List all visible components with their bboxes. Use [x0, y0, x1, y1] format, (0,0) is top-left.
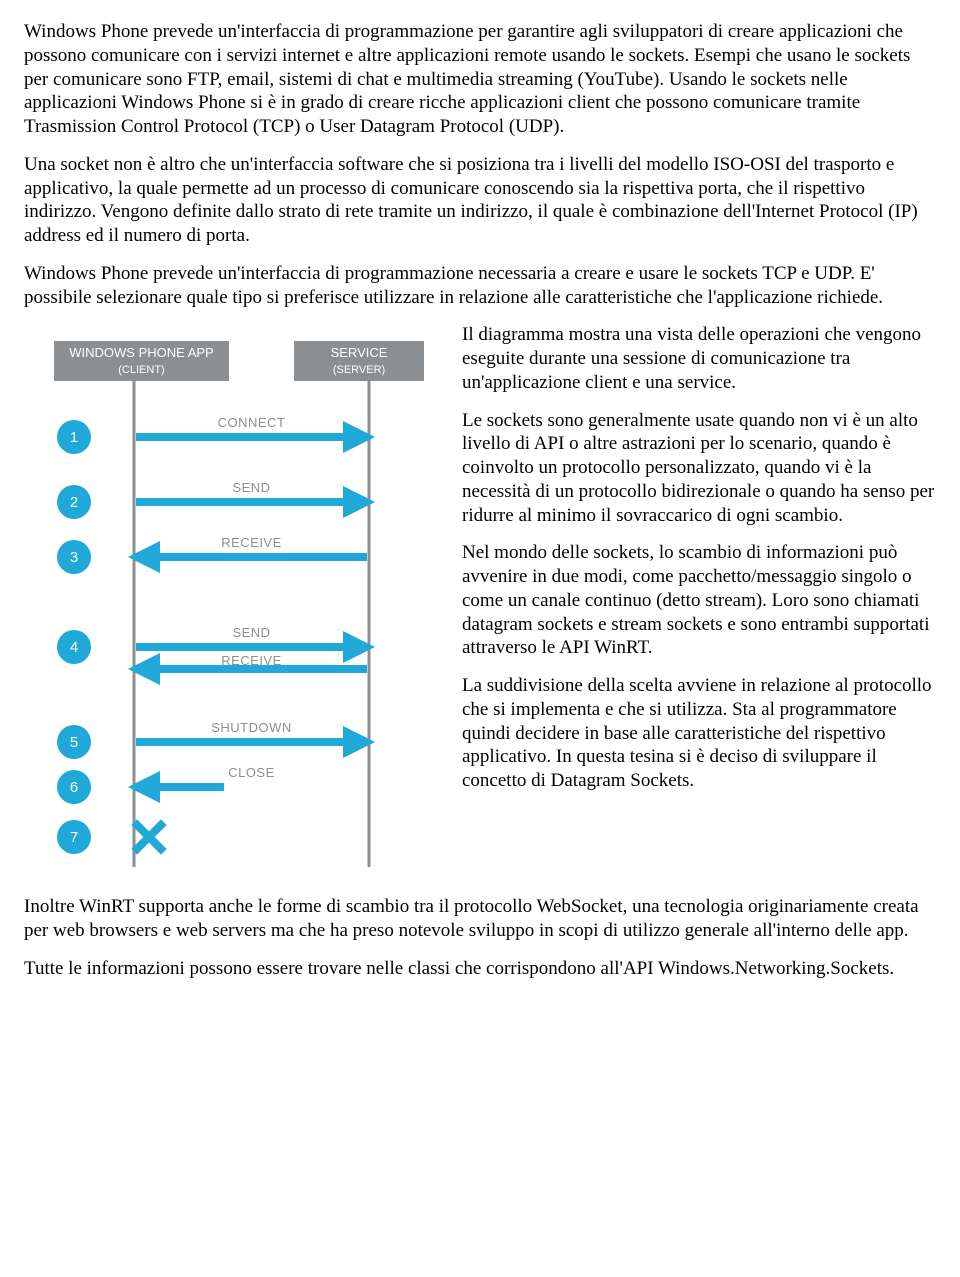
- svg-text:(CLIENT): (CLIENT): [118, 364, 164, 376]
- svg-text:WINDOWS PHONE APP: WINDOWS PHONE APP: [69, 345, 213, 360]
- paragraph-websocket: Inoltre WinRT supporta anche le forme di…: [24, 895, 936, 943]
- diagram-text-wrap: WINDOWS PHONE APP (CLIENT) SERVICE (SERVER)…: [24, 323, 936, 895]
- svg-text:2: 2: [70, 494, 78, 511]
- svg-text:CLOSE: CLOSE: [228, 765, 275, 780]
- socket-sequence-diagram: WINDOWS PHONE APP (CLIENT) SERVICE (SERVER)…: [24, 327, 444, 887]
- svg-text:1: 1: [70, 429, 78, 446]
- svg-text:(SERVER): (SERVER): [333, 364, 385, 376]
- paragraph-socket-def: Una socket non è altro che un'interfacci…: [24, 153, 936, 248]
- svg-text:SEND: SEND: [232, 625, 270, 640]
- paragraph-api-class: Tutte le informazioni possono essere tro…: [24, 957, 936, 981]
- paragraph-tcp-udp: Windows Phone prevede un'interfaccia di …: [24, 262, 936, 310]
- paragraph-intro: Windows Phone prevede un'interfaccia di …: [24, 20, 936, 139]
- svg-text:6: 6: [70, 779, 78, 796]
- svg-text:SERVICE: SERVICE: [331, 345, 388, 360]
- svg-text:CONNECT: CONNECT: [218, 415, 286, 430]
- svg-text:3: 3: [70, 549, 78, 566]
- svg-text:SEND: SEND: [232, 480, 270, 495]
- svg-text:SHUTDOWN: SHUTDOWN: [211, 720, 292, 735]
- svg-text:5: 5: [70, 734, 78, 751]
- diagram-svg: WINDOWS PHONE APP (CLIENT) SERVICE (SERVER)…: [24, 327, 444, 887]
- svg-text:RECEIVE: RECEIVE: [221, 535, 282, 550]
- svg-text:4: 4: [70, 639, 78, 656]
- svg-text:7: 7: [70, 829, 78, 846]
